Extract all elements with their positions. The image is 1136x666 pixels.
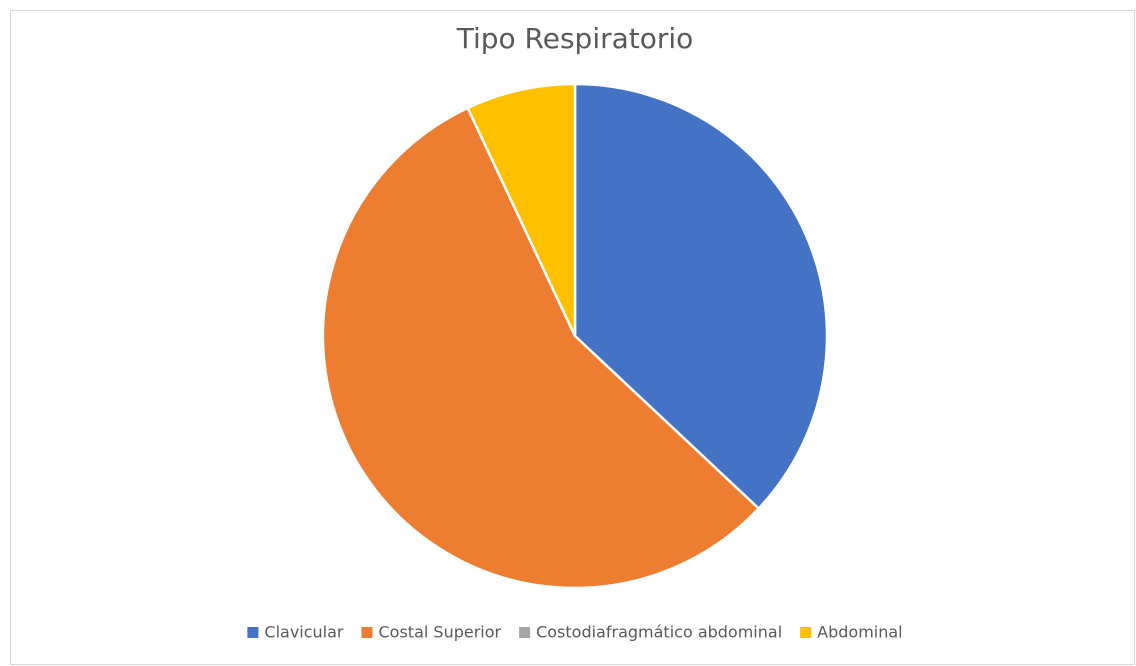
legend-swatch	[361, 627, 373, 638]
legend-swatch	[519, 627, 531, 638]
legend-swatch	[247, 627, 259, 638]
legend-label: Clavicular	[264, 623, 344, 642]
legend-swatch	[800, 627, 812, 638]
legend-label: Abdominal	[817, 623, 902, 642]
pie-slice	[573, 82, 829, 511]
legend-label: Costodiafragmático abdominal	[536, 623, 782, 642]
pie-slice	[321, 106, 761, 590]
legend-label: Costal Superior	[379, 623, 502, 642]
pie-slice	[466, 82, 577, 337]
chart-title: Tipo Respiratorio	[456, 22, 694, 55]
